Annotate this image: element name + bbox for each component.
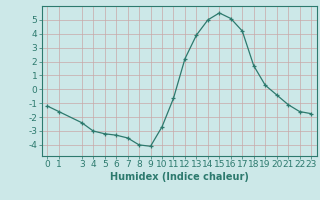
X-axis label: Humidex (Indice chaleur): Humidex (Indice chaleur) (110, 172, 249, 182)
